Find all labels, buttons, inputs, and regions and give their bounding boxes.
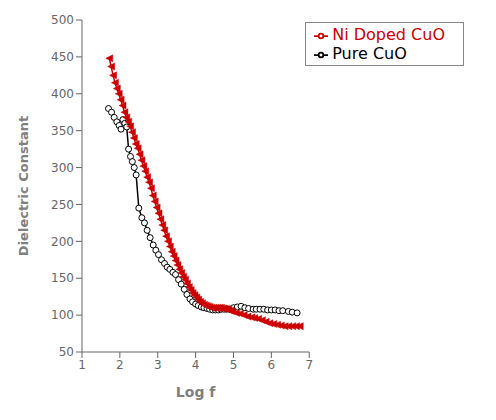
html-text:Pure CuO: Pure CuO <box>332 44 407 63</box>
svg-text:300: 300 <box>51 161 74 175</box>
svg-text:Log f: Log f <box>176 384 216 400</box>
svg-text:4: 4 <box>192 358 200 372</box>
svg-text:100: 100 <box>51 308 74 322</box>
svg-text:2: 2 <box>116 358 124 372</box>
svg-text:3: 3 <box>154 358 162 372</box>
svg-text:1: 1 <box>78 358 86 372</box>
svg-text:5: 5 <box>230 358 238 372</box>
svg-text:7: 7 <box>305 358 313 372</box>
svg-text:450: 450 <box>51 50 74 64</box>
svg-text:200: 200 <box>51 235 74 249</box>
svg-text:150: 150 <box>51 271 74 285</box>
svg-text:400: 400 <box>51 87 74 101</box>
svg-text:250: 250 <box>51 198 74 212</box>
svg-text:350: 350 <box>51 124 74 138</box>
svg-text:50: 50 <box>59 345 74 359</box>
svg-text:500: 500 <box>51 13 74 27</box>
html-text:Ni Doped CuO: Ni Doped CuO <box>332 25 445 44</box>
svg-text:Dielectric Constant: Dielectric Constant <box>16 116 31 256</box>
svg-text:6: 6 <box>268 358 276 372</box>
